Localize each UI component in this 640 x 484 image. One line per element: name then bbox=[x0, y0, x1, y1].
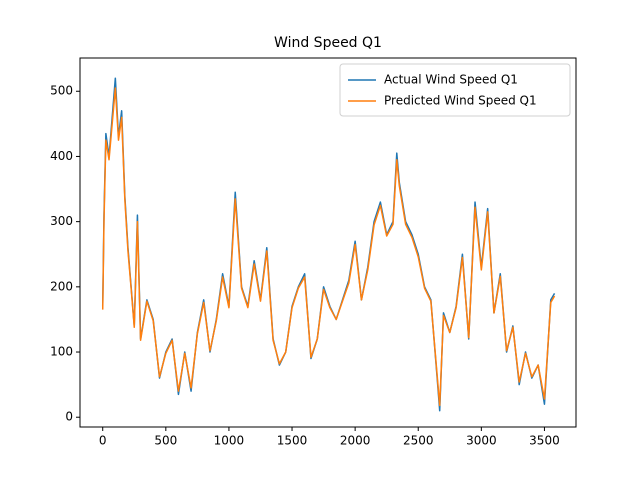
y-tick-label: 0 bbox=[65, 410, 73, 424]
x-tick-label: 0 bbox=[99, 434, 107, 448]
y-tick-label: 500 bbox=[50, 84, 73, 98]
legend-label: Actual Wind Speed Q1 bbox=[384, 73, 518, 87]
chart-title: Wind Speed Q1 bbox=[274, 35, 382, 51]
x-tick-label: 2500 bbox=[403, 434, 434, 448]
y-tick-label: 300 bbox=[50, 214, 73, 228]
legend-box bbox=[339, 63, 571, 117]
x-tick-label: 2000 bbox=[340, 434, 371, 448]
x-tick-label: 3000 bbox=[466, 434, 497, 448]
x-tick-label: 500 bbox=[154, 434, 177, 448]
y-tick-label: 200 bbox=[50, 279, 73, 293]
series-line bbox=[101, 87, 556, 407]
x-tick-label: 1500 bbox=[277, 434, 308, 448]
series-line bbox=[101, 77, 556, 412]
x-tick-label: 1000 bbox=[214, 434, 245, 448]
y-tick-label: 100 bbox=[50, 345, 73, 359]
plot-frame bbox=[79, 57, 577, 428]
x-tick-label: 3500 bbox=[529, 434, 560, 448]
y-tick-label: 400 bbox=[50, 149, 73, 163]
legend-label: Predicted Wind Speed Q1 bbox=[384, 94, 537, 108]
